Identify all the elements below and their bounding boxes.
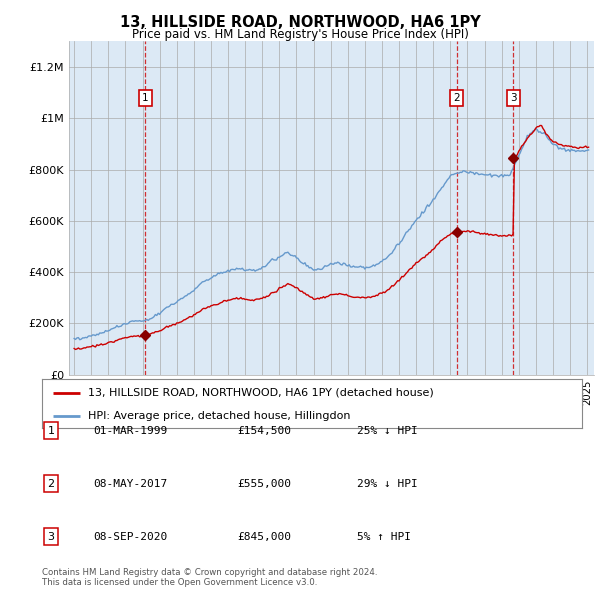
Text: 29% ↓ HPI: 29% ↓ HPI [357,479,418,489]
Text: 08-SEP-2020: 08-SEP-2020 [93,532,167,542]
Text: Contains HM Land Registry data © Crown copyright and database right 2024.
This d: Contains HM Land Registry data © Crown c… [42,568,377,587]
Text: £154,500: £154,500 [237,426,291,435]
Text: 25% ↓ HPI: 25% ↓ HPI [357,426,418,435]
Text: 01-MAR-1999: 01-MAR-1999 [93,426,167,435]
Text: 2: 2 [47,479,55,489]
Text: 5% ↑ HPI: 5% ↑ HPI [357,532,411,542]
Text: 1: 1 [142,93,149,103]
Text: 3: 3 [47,532,55,542]
Text: 13, HILLSIDE ROAD, NORTHWOOD, HA6 1PY: 13, HILLSIDE ROAD, NORTHWOOD, HA6 1PY [119,15,481,30]
Text: £845,000: £845,000 [237,532,291,542]
Text: 3: 3 [510,93,517,103]
Text: £555,000: £555,000 [237,479,291,489]
Text: 1: 1 [47,426,55,435]
Text: 13, HILLSIDE ROAD, NORTHWOOD, HA6 1PY (detached house): 13, HILLSIDE ROAD, NORTHWOOD, HA6 1PY (d… [88,388,434,398]
Text: 2: 2 [453,93,460,103]
Text: Price paid vs. HM Land Registry's House Price Index (HPI): Price paid vs. HM Land Registry's House … [131,28,469,41]
Text: HPI: Average price, detached house, Hillingdon: HPI: Average price, detached house, Hill… [88,411,350,421]
Text: 08-MAY-2017: 08-MAY-2017 [93,479,167,489]
